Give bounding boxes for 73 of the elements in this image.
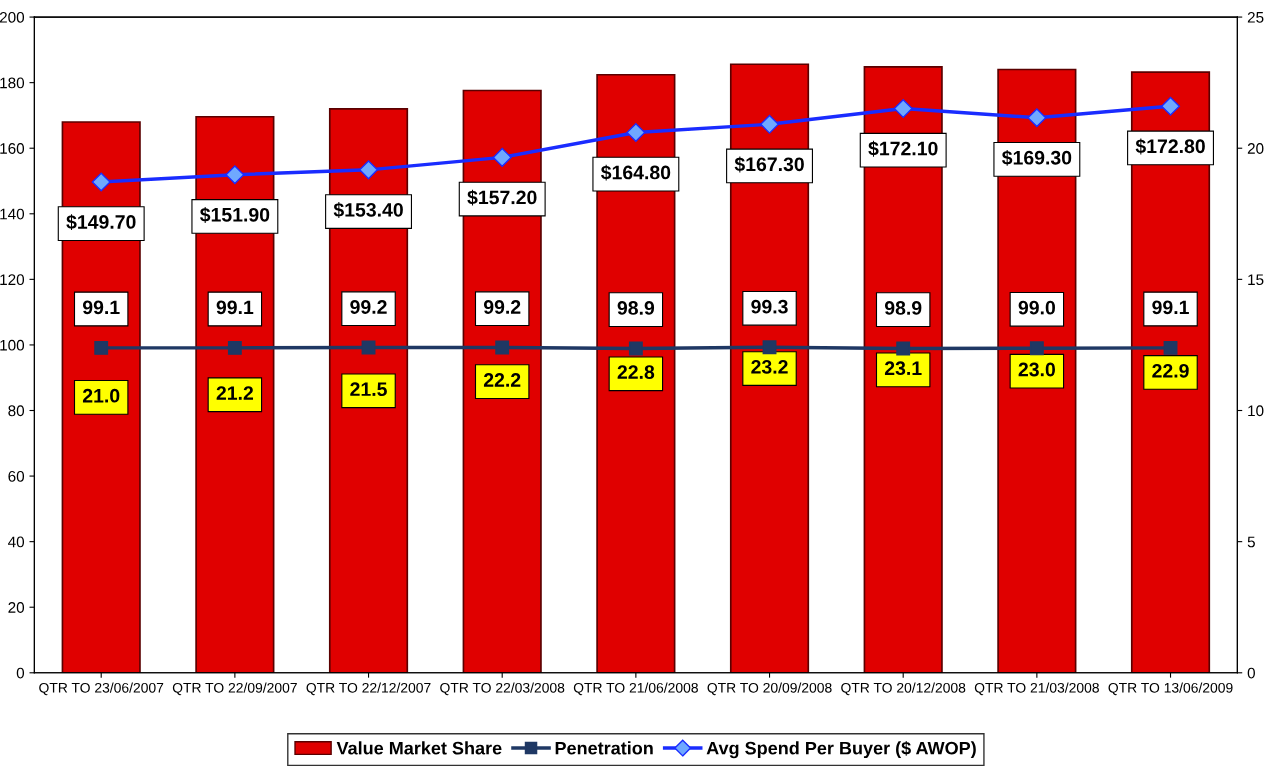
y2-tick-label: 0 — [1247, 667, 1255, 679]
data-label: 99.1 — [82, 300, 120, 315]
x-tick-label: QTR TO 22/12/2007 — [306, 682, 431, 696]
point — [495, 340, 510, 355]
data-label: 21.2 — [216, 386, 254, 400]
point — [225, 165, 245, 185]
data-label: 99.0 — [1018, 300, 1055, 315]
y-tick-label: 100 — [0, 339, 25, 351]
data-label: $157.20 — [467, 189, 537, 206]
x-tick-label: QTR TO 20/09/2008 — [707, 682, 832, 696]
data-label: $172.80 — [1135, 138, 1205, 155]
x-tick-label: QTR TO 13/06/2009 — [1108, 682, 1233, 696]
point — [94, 340, 109, 355]
y-tick-label: 200 — [0, 11, 25, 23]
data-label: 23.1 — [884, 361, 922, 376]
y2-tick-label: 10 — [1248, 405, 1264, 417]
data-label: $164.80 — [600, 164, 671, 181]
point — [762, 340, 777, 355]
data-label: $151.90 — [199, 207, 270, 223]
x-tick-label: QTR TO 22/03/2008 — [440, 682, 565, 696]
y-tick-label: 0 — [16, 667, 25, 679]
point — [1027, 108, 1047, 128]
data-label: 99.2 — [483, 300, 521, 314]
y2-tick-label: 15 — [1248, 274, 1264, 286]
point — [893, 99, 913, 119]
point — [358, 160, 379, 180]
x-tick-label: QTR TO 21/03/2008 — [974, 682, 1099, 696]
data-label: 21.5 — [350, 382, 387, 397]
point — [91, 172, 111, 192]
legend-label: Value Market Share — [336, 741, 502, 755]
point — [1160, 96, 1181, 116]
data-label: 22.8 — [617, 365, 655, 379]
data-label: $169.30 — [1001, 149, 1072, 166]
data-label: 23.0 — [1018, 362, 1055, 377]
y-tick-label: 40 — [8, 536, 25, 548]
data-label: $167.30 — [734, 156, 804, 173]
y-tick-label: 140 — [0, 208, 25, 220]
y2-tick-label: 20 — [1247, 143, 1264, 154]
data-label: 99.2 — [350, 300, 387, 314]
data-label: 98.9 — [617, 301, 655, 315]
point — [1029, 341, 1044, 356]
point — [492, 147, 512, 167]
data-label: $149.70 — [66, 214, 136, 231]
x-tick-label: QTR TO 22/09/2007 — [172, 682, 297, 696]
point — [1163, 340, 1178, 355]
data-label: 99.1 — [216, 300, 254, 315]
y-tick-label: 120 — [0, 274, 25, 286]
x-tick-label: QTR TO 23/06/2007 — [39, 682, 164, 696]
data-label: 99.3 — [751, 299, 788, 314]
point — [626, 122, 646, 143]
y2-tick-label: 25 — [1247, 11, 1264, 23]
y-tick-label: 60 — [8, 470, 25, 482]
data-label: $172.10 — [868, 140, 938, 157]
point — [628, 341, 643, 356]
data-label: 99.1 — [1152, 300, 1189, 315]
point — [227, 340, 242, 355]
y-tick-label: 20 — [8, 602, 25, 613]
y2-tick-label: 5 — [1247, 536, 1255, 548]
y-tick-label: 80 — [8, 405, 25, 417]
legend-label: Penetration — [555, 741, 653, 755]
x-tick-label: QTR TO 20/12/2008 — [841, 682, 966, 696]
data-label: 22.9 — [1152, 363, 1189, 378]
data-label: 21.0 — [82, 388, 120, 403]
legend-label: Avg Spend Per Buyer ($ AWOP) — [706, 740, 976, 759]
point — [896, 341, 911, 356]
y-tick-label: 160 — [0, 143, 25, 154]
data-label: 23.2 — [751, 359, 788, 374]
data-label: 22.2 — [483, 373, 521, 387]
x-tick-label: QTR TO 21/06/2008 — [573, 682, 698, 696]
data-label: 98.9 — [884, 301, 922, 315]
data-label: $153.40 — [333, 202, 403, 218]
y-tick-label: 180 — [0, 77, 25, 89]
point — [759, 114, 780, 134]
